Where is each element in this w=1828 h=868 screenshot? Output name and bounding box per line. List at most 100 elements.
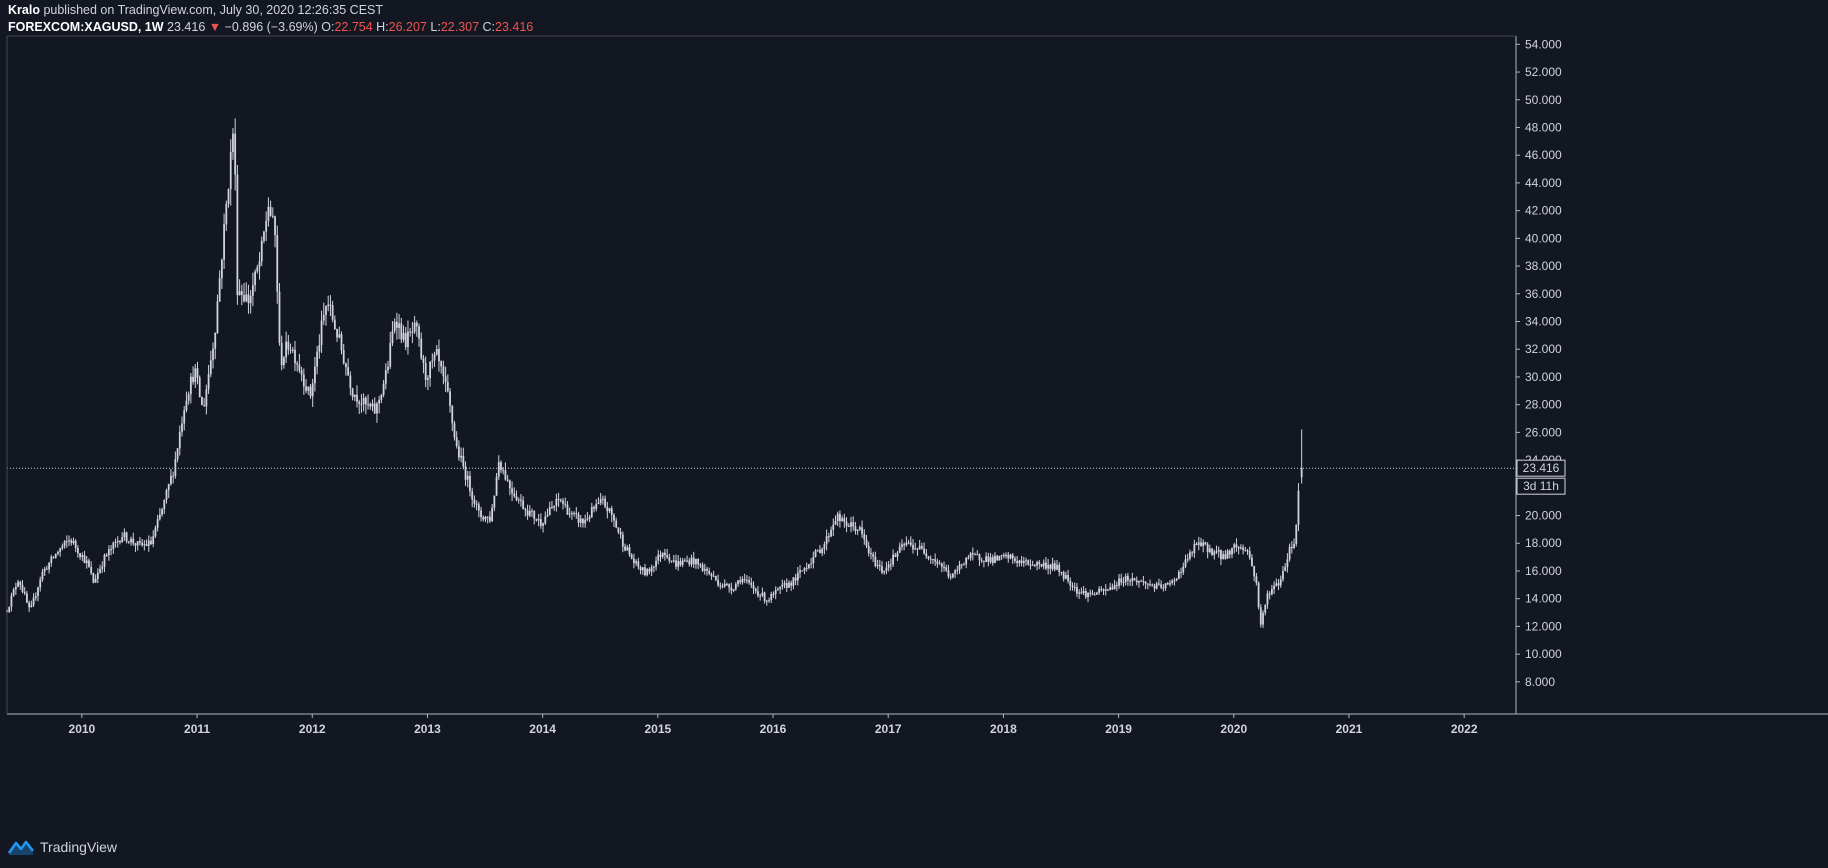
candle-body	[1022, 560, 1025, 564]
candle-body	[1248, 551, 1251, 558]
candle-body	[203, 405, 206, 407]
candle-body	[996, 555, 999, 561]
candle-body	[728, 584, 731, 588]
candle-body	[845, 521, 848, 527]
author-name[interactable]: Kralo	[8, 3, 40, 17]
candle-body	[59, 548, 62, 552]
candle-body	[371, 403, 374, 407]
price-tick-label: 52.000	[1525, 65, 1562, 79]
candle-body	[726, 583, 728, 585]
candle-body	[176, 448, 179, 459]
candle-body	[1162, 587, 1165, 589]
candle-body	[907, 542, 910, 544]
candle-body	[380, 394, 383, 400]
candle-body	[418, 326, 420, 339]
candle-body	[187, 394, 190, 401]
candle-body	[1193, 543, 1196, 554]
candle-body	[905, 542, 908, 546]
candle-body	[1078, 592, 1081, 594]
candle-body	[533, 511, 536, 519]
candle-body	[152, 536, 155, 545]
candle-body	[710, 573, 713, 576]
candle-body	[1293, 543, 1295, 549]
candle-body	[163, 499, 166, 510]
candle-body	[1011, 554, 1014, 559]
candle-body	[353, 394, 356, 397]
candle-body	[652, 566, 655, 568]
candle-body	[477, 504, 480, 511]
candle-body	[300, 370, 303, 375]
candle-body	[1029, 564, 1032, 566]
candle-body	[553, 505, 556, 508]
candle-body	[156, 519, 159, 528]
candle-body	[1120, 578, 1123, 583]
tradingview-logo-icon[interactable]	[8, 839, 34, 855]
candle-body	[296, 363, 299, 365]
candle-body	[1098, 588, 1100, 593]
candle-body	[1115, 584, 1118, 586]
candle-body	[271, 215, 274, 217]
candle-body	[520, 499, 522, 501]
footer-brand[interactable]: TradingView	[40, 839, 118, 855]
candle-body	[965, 557, 968, 565]
candle-body	[916, 548, 919, 550]
candle-body	[19, 581, 22, 585]
candle-body	[316, 351, 319, 367]
candle-body	[683, 560, 686, 562]
candle-body	[593, 507, 595, 509]
candle-body	[489, 516, 491, 522]
candle-body	[322, 314, 325, 321]
time-axis[interactable]: 2010 2011 2012 2013 2014 2015 2016 2017 2018 2019…	[69, 714, 1478, 736]
candle-body	[1266, 593, 1269, 605]
candle-body	[874, 556, 877, 566]
candle-body	[362, 397, 365, 405]
candle-body	[201, 396, 203, 406]
candle-body	[1268, 593, 1271, 595]
candle-body	[1031, 564, 1034, 566]
candle-body	[132, 538, 135, 544]
candle-body	[551, 507, 553, 509]
candle-body	[1014, 558, 1016, 561]
candle-body	[387, 366, 389, 371]
price-tick-label: 18.000	[1525, 536, 1562, 550]
candle-body	[559, 499, 562, 501]
candle-body	[88, 560, 90, 567]
candle-body	[1186, 558, 1189, 560]
candle-body	[741, 579, 744, 583]
candle-body	[289, 349, 292, 351]
candle-body	[351, 388, 354, 397]
candle-body	[34, 595, 37, 598]
candle-body	[934, 559, 937, 562]
candle-body	[495, 476, 498, 496]
time-tick-label: 2014	[529, 722, 556, 736]
candle-body	[183, 410, 186, 424]
candle-body	[865, 539, 868, 546]
candle-body	[125, 532, 128, 542]
candle-body	[232, 133, 234, 152]
candle-body	[1177, 571, 1180, 579]
candle-body	[850, 522, 852, 527]
price-tick-label: 54.000	[1525, 37, 1562, 51]
candle-body	[577, 514, 580, 523]
candle-body	[139, 541, 141, 543]
candle-body	[189, 376, 192, 395]
candle-body	[444, 376, 447, 383]
time-tick-label: 2011	[184, 722, 210, 736]
candle-body	[983, 560, 985, 562]
candle-body	[1027, 560, 1030, 565]
candle-body	[32, 597, 35, 606]
price-tick-label: 44.000	[1525, 176, 1562, 190]
candle-body	[750, 582, 753, 586]
candle-body	[1200, 542, 1202, 547]
candle-body	[21, 584, 24, 592]
candle-body	[238, 291, 241, 296]
price-axis[interactable]: 8.000 10.000 12.000 14.000 16.000 18.000 20.00…	[1516, 37, 1562, 689]
candle-body	[314, 366, 316, 384]
candle-body	[358, 401, 361, 404]
candle-body	[471, 491, 474, 500]
candle-body	[1038, 562, 1041, 565]
candle-body	[369, 404, 372, 407]
candle-body	[1195, 543, 1198, 545]
candle-body	[39, 579, 42, 588]
